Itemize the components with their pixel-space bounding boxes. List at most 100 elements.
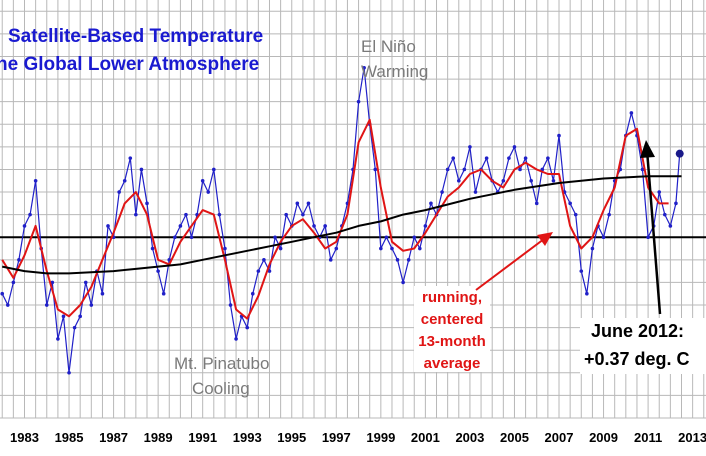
data-point: [462, 167, 467, 172]
x-tick-label: 2003: [455, 430, 484, 445]
pinatubo-line-2: Cooling: [192, 379, 250, 398]
data-point: [607, 212, 611, 217]
data-point: [250, 291, 255, 296]
data-point: [200, 178, 205, 183]
data-point: [212, 167, 216, 172]
data-point: [28, 212, 32, 217]
data-point: [445, 167, 450, 172]
data-point: [484, 156, 489, 160]
data-point: [189, 235, 194, 240]
data-point: [640, 167, 645, 172]
running-avg-line-3: 13-month: [418, 333, 486, 350]
data-point: [423, 224, 428, 228]
title-line-2: he Global Lower Atmosphere: [0, 54, 259, 75]
x-tick-label: 1995: [277, 430, 306, 445]
data-point: [662, 212, 667, 217]
june-2012-line-1: June 2012:: [591, 321, 684, 341]
pinatubo-annotation: Mt. Pinatubo Cooling: [174, 354, 269, 398]
data-point: [22, 224, 27, 228]
data-point: [161, 291, 166, 296]
data-point: [356, 99, 361, 104]
data-point: [184, 212, 188, 217]
el-nino-annotation: El Niño Warming: [361, 37, 428, 81]
data-point: [557, 133, 561, 138]
x-tick-label: 2001: [411, 430, 440, 445]
data-point: [406, 258, 411, 262]
x-tick-label: 2011: [634, 430, 662, 445]
data-point: [122, 178, 127, 183]
x-tick-label: 1999: [366, 430, 395, 445]
data-point: [551, 178, 556, 183]
data-point: [301, 212, 305, 217]
data-point: [106, 224, 110, 228]
data-point: [83, 280, 88, 285]
running-avg-line-2: centered: [421, 311, 484, 328]
data-point: [523, 156, 528, 160]
data-point: [178, 224, 183, 228]
series-line-trend: [2, 175, 682, 275]
x-tick-label: 2009: [589, 430, 618, 445]
data-point: [61, 314, 66, 319]
data-point: [139, 167, 144, 172]
data-point: [534, 201, 539, 206]
data-point: [429, 201, 433, 206]
data-point: [362, 65, 366, 70]
data-point: [17, 258, 21, 262]
data-point: [512, 145, 517, 149]
data-point: [473, 190, 478, 194]
data-point: [412, 235, 417, 240]
data-point: [306, 201, 311, 206]
data-point: [451, 156, 456, 160]
data-point: [128, 156, 133, 160]
data-point: [56, 337, 60, 341]
data-point: [373, 167, 378, 172]
data-point: [5, 303, 10, 307]
el-nino-line-2: Warming: [361, 62, 428, 81]
x-tick-label: 2005: [500, 430, 529, 445]
data-point: [284, 212, 288, 217]
running-average-annotation: running, centered 13-month average: [414, 286, 490, 372]
x-tick-label: 2007: [545, 430, 574, 445]
data-point: [507, 156, 511, 160]
x-tick-label: 1991: [188, 430, 217, 445]
data-point: [334, 246, 339, 251]
data-point: [150, 246, 155, 251]
data-point: [228, 303, 233, 307]
data-point: [456, 178, 461, 183]
pinatubo-line-1: Mt. Pinatubo: [174, 354, 269, 373]
x-tick-label: 1997: [322, 430, 351, 445]
data-point: [267, 269, 272, 273]
data-point: [585, 291, 589, 296]
data-point: [328, 258, 333, 262]
data-point: [72, 325, 77, 330]
data-point: [245, 325, 250, 330]
data-point: [278, 246, 283, 251]
data-point: [295, 201, 300, 206]
x-tick-label: 1985: [55, 430, 84, 445]
data-point: [546, 156, 550, 160]
data-point: [223, 246, 227, 251]
running-average-backdrop: [414, 286, 490, 372]
x-axis-tick-labels: 1983 1985 1987 1989 1991 1993 1995 1997 1999 2001…: [10, 430, 706, 445]
data-point: [590, 246, 595, 251]
data-point: [657, 190, 662, 194]
el-nino-line-1: El Niño: [361, 37, 416, 56]
june-2012-line-2: +0.37 deg. C: [584, 349, 690, 369]
data-point: [33, 178, 38, 183]
running-avg-line-4: average: [424, 355, 481, 372]
running-average-arrow: [475, 235, 549, 291]
data-point: [395, 258, 400, 262]
x-tick-label: 1993: [233, 430, 262, 445]
data-point: [529, 178, 533, 183]
data-point: [67, 371, 71, 375]
x-tick-label: 1983: [10, 430, 39, 445]
data-point: [601, 235, 606, 240]
data-point: [312, 224, 316, 228]
data-point: [234, 337, 238, 341]
data-point: [117, 190, 121, 194]
data-point: [173, 235, 177, 240]
x-tick-label: 2013: [678, 430, 706, 445]
june-2012-arrow: [645, 149, 662, 315]
series-layer: [0, 65, 684, 375]
